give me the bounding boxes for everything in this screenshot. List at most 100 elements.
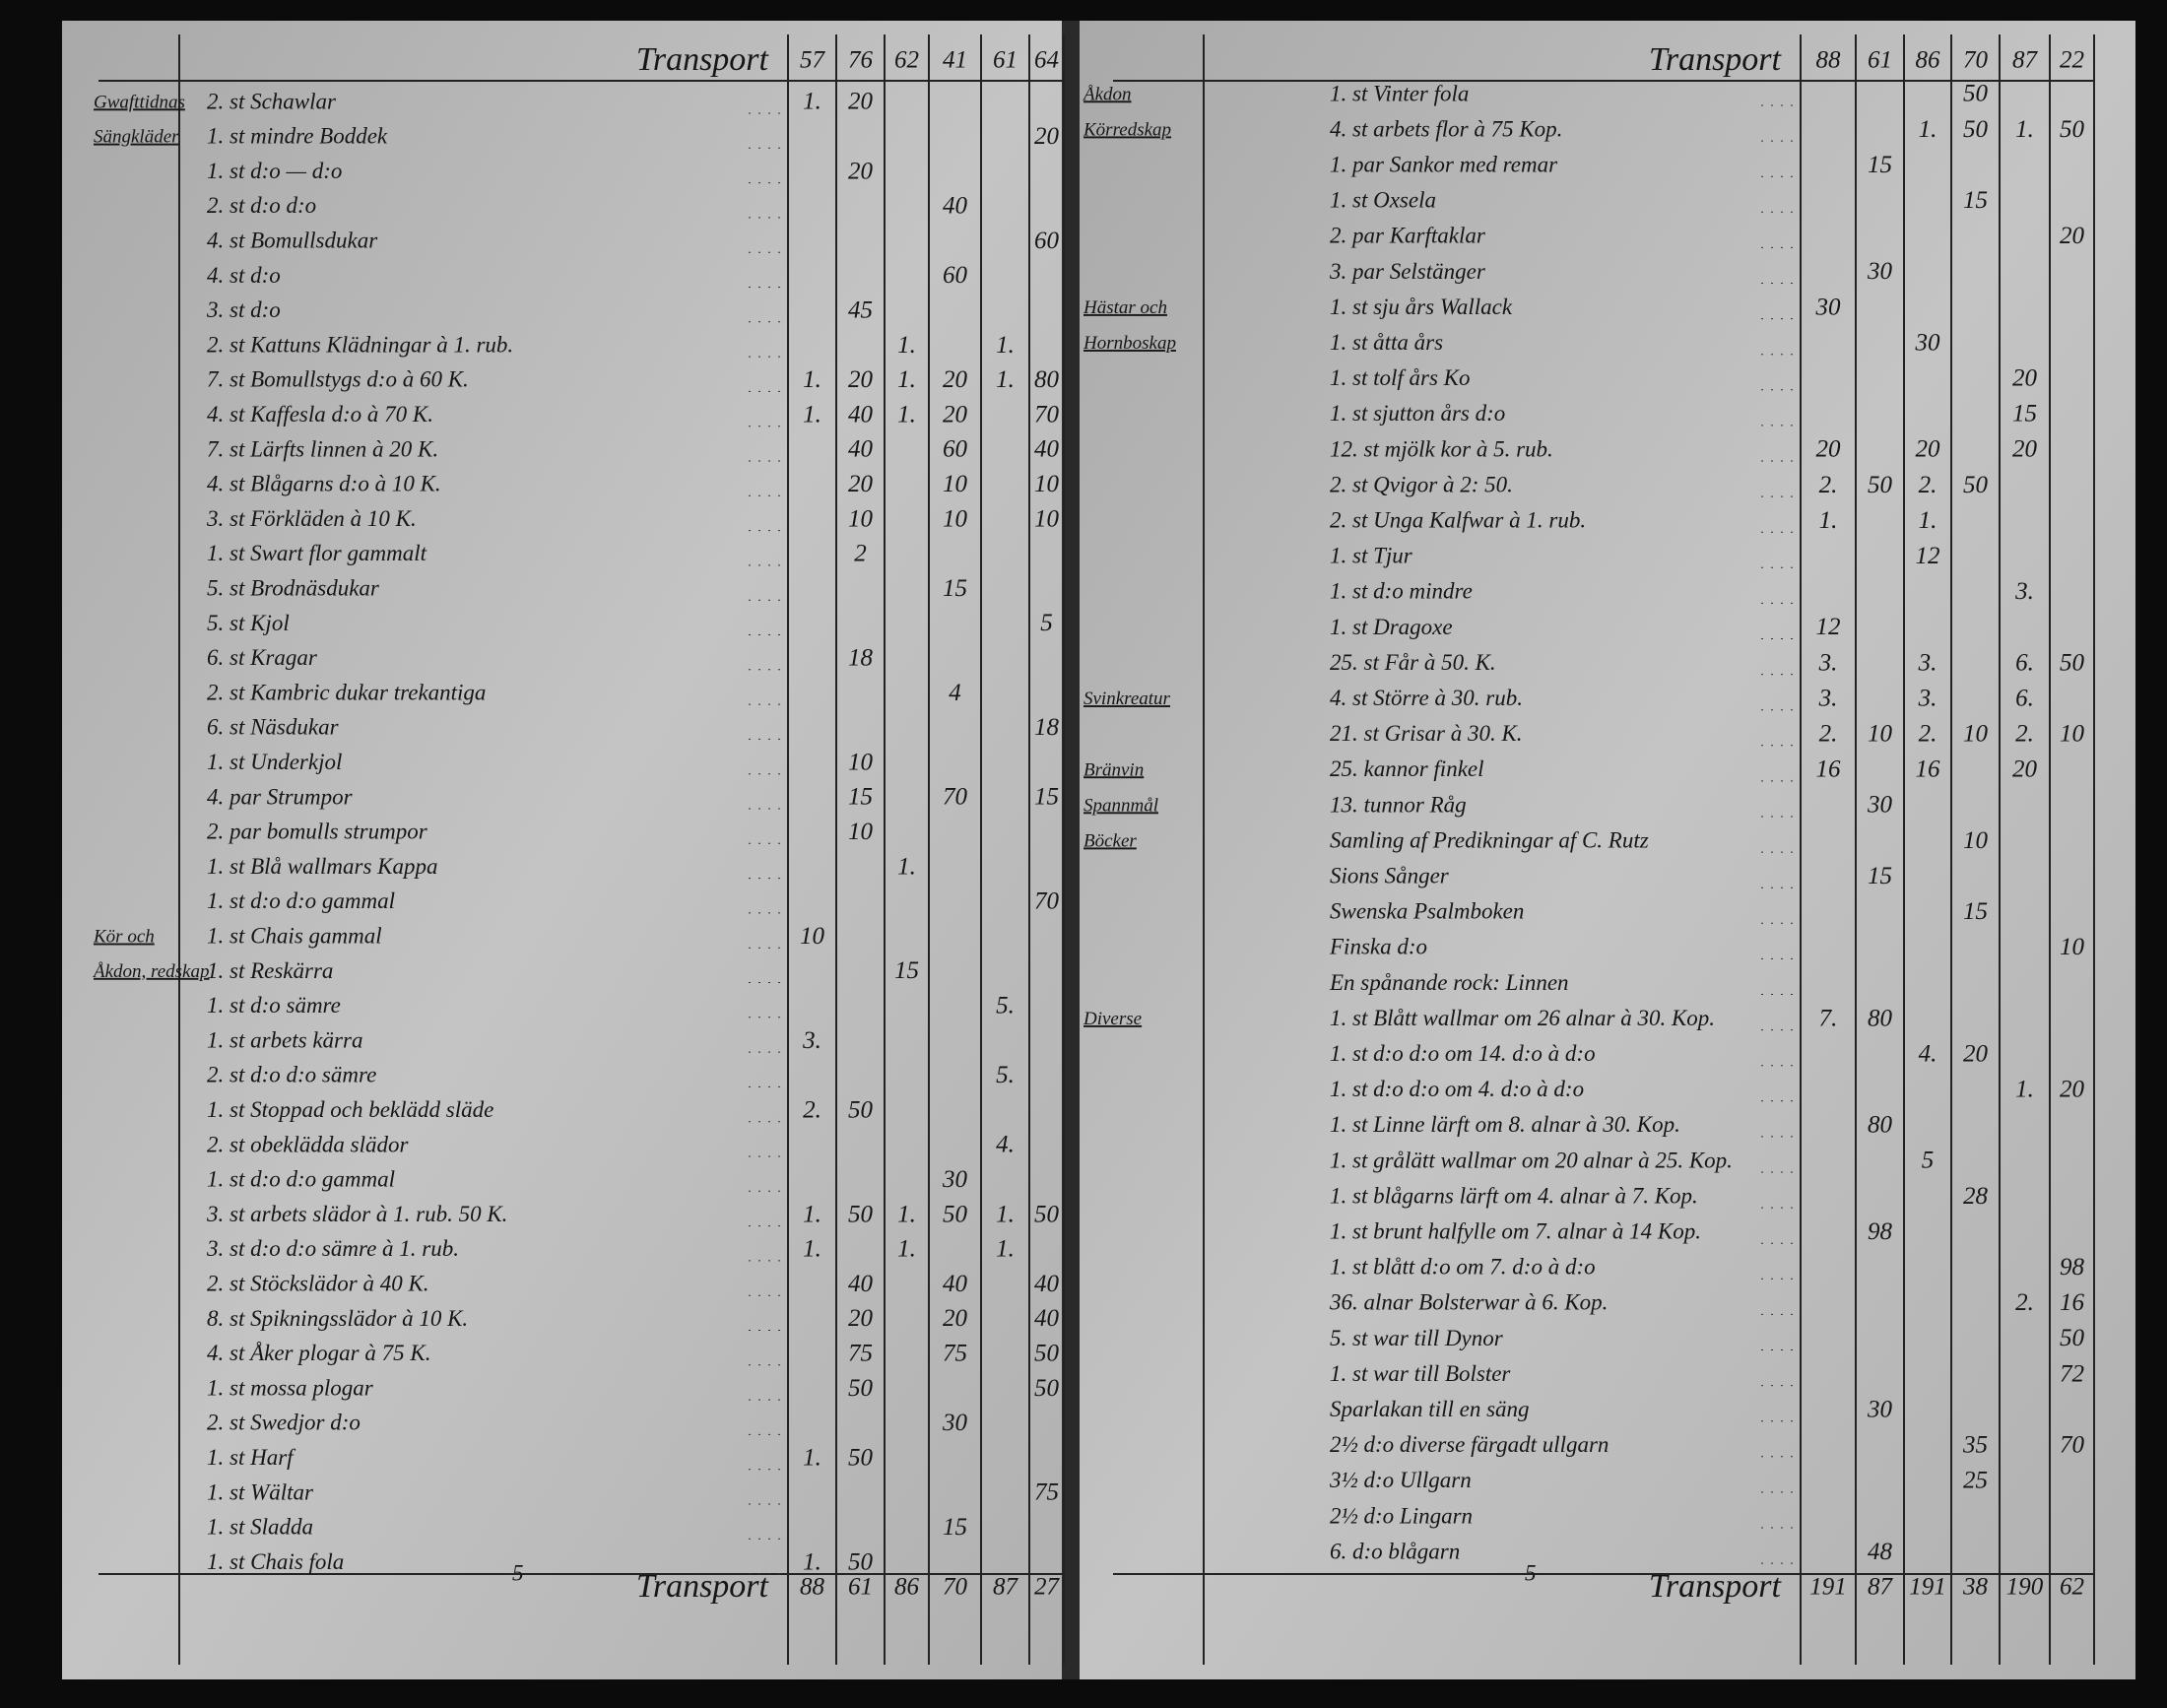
margin-note: Körredskap: [1083, 119, 1171, 140]
entry-text: 3. st Förkläden à 10 K.: [206, 506, 417, 531]
margin-note: Kör och: [93, 927, 155, 948]
entry-amount: 3.: [2014, 578, 2034, 605]
entry-amount: 20: [943, 1305, 968, 1332]
entry-text: 36. alnar Bolsterwar à 6. Kop.: [1329, 1290, 1608, 1315]
entry-text: 2. st Schawlar: [207, 89, 337, 113]
entry-amount: 80: [1034, 366, 1060, 393]
entry-text: 1. st blått d:o om 7. d:o à d:o: [1330, 1255, 1596, 1280]
entry-text: 1. st Oxsela: [1330, 188, 1436, 213]
entry-amount: 15: [943, 575, 967, 602]
entry-text: 3. st arbets slädor à 1. rub. 50 K.: [206, 1202, 507, 1226]
entry-amount: 50: [848, 1201, 874, 1227]
entry-text: 2. par bomulls strumpor: [207, 820, 428, 844]
entry-amount: 20: [2012, 756, 2038, 783]
entry-text: 5. st Kjol: [207, 611, 290, 635]
entry-amount: 20: [2012, 365, 2038, 392]
entry-text: 1. st Underkjol: [207, 750, 342, 774]
entry-amount: 80: [1868, 1005, 1893, 1031]
entry-amount: 5: [1922, 1148, 1935, 1174]
entry-amount: 70: [1034, 888, 1060, 915]
entry-amount: 20: [1816, 436, 1842, 463]
entry-text: 3½ d:o Ullgarn: [1329, 1468, 1472, 1492]
entry-amount: 1.: [803, 1548, 821, 1575]
entry-amount: 70: [1034, 401, 1060, 427]
entry-text: 2. st Stöckslädor à 40 K.: [207, 1271, 429, 1295]
entry-amount: 6.: [2015, 649, 2034, 676]
entry-text: 7. st Lärfts linnen à 20 K.: [207, 436, 438, 461]
entry-amount: 20: [848, 89, 874, 115]
margin-note: Diverse: [1083, 1009, 1142, 1029]
entry-text: 4. st arbets flor à 75 Kop.: [1330, 116, 1562, 141]
entry-amount: 45: [848, 297, 873, 324]
entry-amount: 2.: [2015, 1289, 2034, 1316]
entry-text: 1. st Reskärra: [207, 958, 333, 983]
entry-amount: 98: [2060, 1254, 2085, 1281]
entry-text: 1. st Chais fola: [207, 1549, 344, 1574]
entry-amount: 15: [894, 957, 919, 984]
footer-amount: 87: [993, 1574, 1019, 1601]
entry-amount: 2: [854, 541, 867, 567]
entry-amount: 30: [1867, 258, 1893, 285]
entry-amount: 1.: [897, 1201, 916, 1227]
entry-amount: 2.: [1919, 472, 1937, 498]
header-amount: 22: [2060, 47, 2084, 74]
entry-amount: 3.: [1818, 649, 1838, 676]
entry-amount: 16: [2060, 1289, 2085, 1316]
entry-amount: 1.: [803, 1201, 821, 1227]
header-amount: 61: [993, 47, 1018, 74]
entry-text: 6. d:o blågarn: [1330, 1539, 1460, 1563]
entry-amount: 20: [1916, 436, 1941, 463]
entry-amount: 10: [2060, 934, 2085, 960]
margin-note: Hästar och: [1083, 297, 1167, 318]
entry-text: 1. st Blått wallmar om 26 alnar à 30. Ko…: [1330, 1006, 1715, 1030]
entry-amount: 4.: [996, 1132, 1015, 1158]
entry-text: 12. st mjölk kor à 5. rub.: [1330, 436, 1553, 461]
entry-amount: 60: [943, 436, 968, 463]
entry-amount: 48: [1868, 1539, 1893, 1565]
entry-text: 1. par Sankor med remar: [1330, 152, 1558, 176]
entry-text: 4. st Större à 30. rub.: [1330, 686, 1523, 710]
entry-amount: 2.: [1819, 472, 1838, 498]
entry-amount: 5.: [996, 993, 1015, 1019]
entry-amount: 1.: [1919, 116, 1937, 143]
entry-amount: 20: [1034, 123, 1060, 150]
entry-amount: 1.: [803, 1236, 821, 1263]
entry-amount: 5.: [996, 1062, 1015, 1088]
entry-amount: 20: [848, 366, 874, 393]
entry-amount: 15: [848, 784, 873, 811]
entry-text: 25. st Får à 50. K.: [1330, 650, 1496, 675]
footer-amount: 70: [943, 1574, 968, 1601]
entry-amount: 40: [943, 1271, 968, 1297]
entry-amount: 50: [848, 1548, 874, 1575]
header-amount: 86: [1916, 47, 1941, 74]
entry-text: 13. tunnor Råg: [1330, 792, 1467, 817]
page-number: 5: [1525, 1560, 1537, 1585]
entry-amount: 6.: [2015, 685, 2034, 711]
entry-text: 1. st d:o d:o om 4. d:o à d:o: [1330, 1077, 1584, 1101]
entry-text: 1. st Blå wallmars Kappa: [207, 854, 438, 879]
entry-amount: 70: [2060, 1432, 2085, 1459]
entry-amount: 1.: [803, 366, 821, 393]
entry-text: 5. st Brodnäsdukar: [207, 575, 380, 600]
entry-amount: 10: [943, 471, 968, 497]
entry-text: 1. st åtta års: [1330, 330, 1443, 355]
entry-amount: 50: [1963, 116, 1989, 143]
entry-text: Samling af Predikningar af C. Rutz: [1330, 827, 1649, 852]
entry-amount: 10: [1963, 827, 1989, 854]
footer-amount: 38: [1962, 1574, 1989, 1601]
entry-amount: 75: [943, 1341, 967, 1367]
entry-amount: 1.: [2015, 116, 2034, 143]
entry-text: 4. st Blågarns d:o à 10 K.: [207, 472, 441, 496]
entry-amount: 7.: [1819, 1005, 1838, 1031]
entry-text: 1. st Linne lärft om 8. alnar à 30. Kop.: [1330, 1112, 1680, 1137]
entry-amount: 10: [1868, 721, 1893, 748]
entry-amount: 30: [1867, 1396, 1893, 1422]
footer-amount: 27: [1034, 1574, 1061, 1601]
entry-amount: 1.: [1919, 507, 1937, 534]
entry-text: 2. st Kattuns Klädningar à 1. rub.: [207, 332, 513, 357]
header-label: Transport: [1649, 41, 1783, 78]
footer-amount: 86: [894, 1574, 920, 1601]
entry-amount: 50: [848, 1375, 874, 1402]
entry-amount: 1.: [897, 853, 916, 880]
entry-amount: 15: [943, 1514, 967, 1541]
